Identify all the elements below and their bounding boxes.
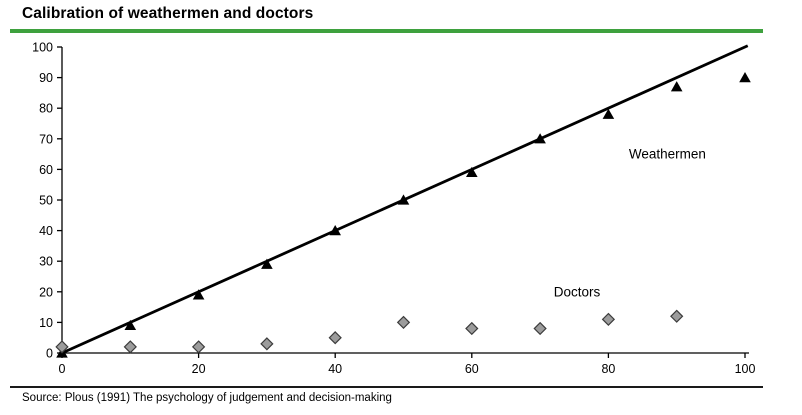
doctors-point	[123, 340, 137, 354]
y-tick-label: 100	[32, 41, 53, 55]
doctors-point	[670, 309, 684, 323]
y-tick-label: 50	[39, 194, 53, 208]
title-underline-rule	[10, 29, 763, 33]
doctors-point	[601, 312, 616, 326]
weathermen-point	[534, 133, 546, 144]
doctors-point	[260, 337, 274, 351]
weathermen-point	[602, 108, 615, 119]
y-tick-label: 80	[39, 102, 53, 116]
weathermen-point	[670, 81, 683, 92]
y-tick-label: 20	[39, 285, 53, 299]
y-tick-label: 70	[39, 132, 53, 146]
x-tick-label: 80	[601, 362, 615, 376]
weathermen-point	[466, 166, 478, 178]
doctors-point	[328, 331, 342, 345]
y-tick-label: 10	[39, 316, 53, 330]
series-label-doctors: Doctors	[554, 284, 601, 299]
footer-rule	[10, 386, 763, 388]
x-tick-label: 40	[328, 362, 342, 376]
y-tick-label: 60	[39, 163, 53, 177]
doctors-point	[533, 321, 547, 336]
y-tick-label: 40	[39, 224, 53, 238]
y-tick-label: 30	[39, 255, 53, 269]
doctors-point	[396, 315, 411, 330]
doctors-point	[191, 340, 206, 354]
x-tick-label: 20	[192, 362, 206, 376]
weathermen-point	[192, 289, 205, 300]
weathermen-point	[124, 319, 137, 331]
source-caption: Source: Plous (1991) The psychology of j…	[22, 392, 392, 404]
weathermen-point	[261, 258, 273, 269]
doctors-point	[465, 321, 479, 336]
weathermen-point	[739, 72, 751, 83]
x-tick-label: 100	[735, 362, 756, 376]
doctors-point	[55, 340, 69, 354]
weathermen-point	[397, 194, 410, 205]
chart-title: Calibration of weathermen and doctors	[22, 5, 314, 22]
y-tick-label: 90	[39, 71, 53, 85]
weathermen-point	[329, 225, 341, 236]
y-tick-label: 0	[46, 347, 53, 361]
x-tick-label: 60	[465, 362, 479, 376]
series-label-weathermen: Weathermen	[629, 147, 706, 162]
x-tick-label: 0	[59, 362, 66, 376]
